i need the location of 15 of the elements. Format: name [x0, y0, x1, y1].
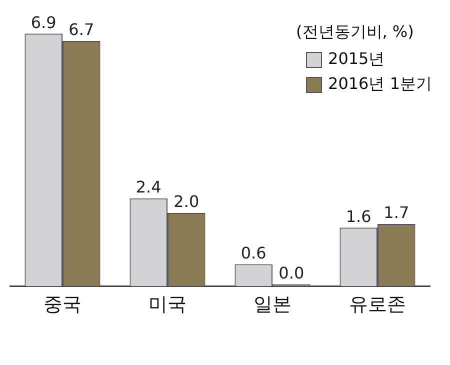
legend-title: (전년동기비, %) [296, 22, 415, 43]
data-label: 1.7 [384, 203, 410, 222]
data-label: 1.6 [346, 206, 372, 226]
x-tick-label: 미국 [148, 294, 186, 316]
data-label: 2.0 [174, 192, 200, 212]
data-label: 6.9 [30, 12, 56, 32]
x-tick-label: 중국 [44, 294, 82, 316]
x-tick-label: 유로존 [349, 294, 406, 316]
legend-label: 2015년 [328, 49, 385, 70]
x-tick-label: 일본 [254, 294, 292, 316]
legend-label: 2016년 1분기 [328, 74, 432, 95]
data-label: 0.6 [240, 243, 266, 262]
data-label: 0.0 [278, 263, 304, 282]
data-label: 2.4 [136, 178, 162, 197]
data-label: 6.7 [68, 20, 94, 40]
